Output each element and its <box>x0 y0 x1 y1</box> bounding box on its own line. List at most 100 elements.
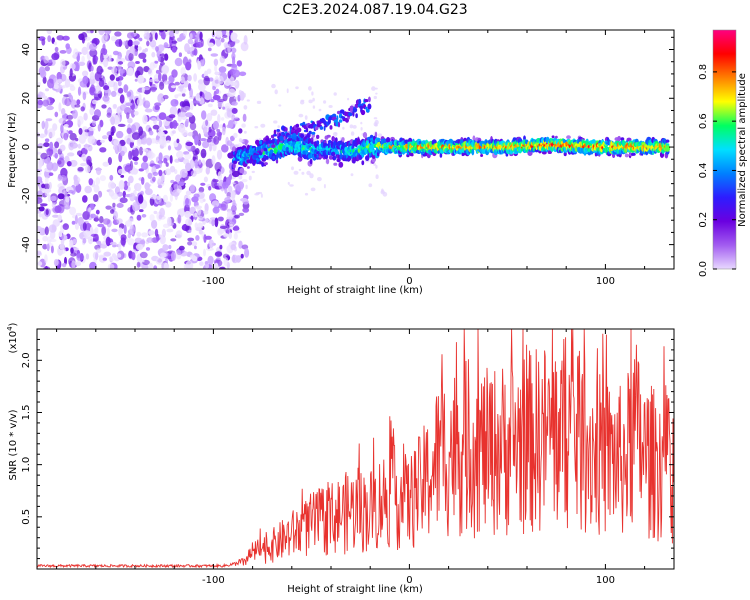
noise-blob <box>199 31 203 41</box>
branch-blob <box>279 135 284 141</box>
noise-blob <box>189 33 193 40</box>
noise-blob <box>224 187 228 194</box>
scatter-blob <box>306 170 311 176</box>
noise-blob <box>210 53 219 57</box>
noise-blob <box>163 80 169 85</box>
scatter-blob <box>274 89 278 95</box>
noise-blob <box>135 61 140 64</box>
scatter-blob <box>234 116 239 119</box>
noise-blob <box>156 195 161 200</box>
noise-blob <box>170 238 177 242</box>
noise-blob <box>43 266 51 269</box>
noise-blob <box>45 209 49 216</box>
noise-blob <box>147 150 154 160</box>
noise-blob <box>68 130 73 135</box>
signal-blob <box>239 167 245 174</box>
noise-blob <box>37 151 42 155</box>
noise-blob <box>235 255 242 263</box>
branch-blob <box>296 127 302 133</box>
noise-blob <box>203 75 210 86</box>
scatter-blob <box>310 187 316 192</box>
scatter-blob <box>350 131 355 136</box>
noise-blob <box>75 261 82 267</box>
noise-blob <box>117 123 126 127</box>
noise-blob <box>165 162 169 167</box>
noise-blob <box>203 248 206 257</box>
noise-blob <box>239 71 247 77</box>
noise-blob <box>82 222 87 231</box>
noise-blob <box>231 170 240 178</box>
noise-blob <box>234 214 240 219</box>
colorbar-axis: 0.0 0.2 0.4 0.6 0.8 <box>698 64 736 277</box>
noise-blob <box>87 127 96 132</box>
noise-blob <box>92 55 96 65</box>
noise-blob <box>44 254 48 264</box>
noise-blob <box>37 81 41 87</box>
noise-blob <box>40 133 47 138</box>
noise-blob <box>53 41 57 46</box>
noise-blob <box>217 114 221 124</box>
noise-blob <box>134 161 138 166</box>
branch-blob <box>367 103 372 110</box>
noise-blob <box>139 240 146 245</box>
noise-blob <box>157 55 161 62</box>
branch-blob <box>287 138 292 141</box>
noise-blob <box>110 209 115 214</box>
noise-blob <box>211 200 220 208</box>
noise-blob <box>76 253 84 261</box>
noise-blob <box>141 214 147 218</box>
noise-blob <box>147 69 153 76</box>
branch-blob <box>368 96 371 103</box>
noise-blob <box>203 126 208 135</box>
scatter-blob <box>260 123 266 128</box>
noise-blob <box>127 67 134 76</box>
x-tick-label: 0 <box>406 276 412 287</box>
noise-blob <box>163 42 169 49</box>
noise-blob <box>93 233 99 242</box>
noise-blob <box>54 141 60 149</box>
noise-blob <box>129 192 136 202</box>
noise-blob <box>190 100 194 111</box>
noise-blob <box>183 105 191 112</box>
branch-blob <box>284 127 288 132</box>
noise-blob <box>185 190 192 196</box>
noise-blob <box>142 148 149 152</box>
snr-multiplier-base: (x10 <box>8 331 19 354</box>
y-tick-label: 1.5 <box>21 405 32 421</box>
signal-blob <box>376 137 381 142</box>
noise-blob <box>113 139 120 147</box>
noise-blob <box>221 200 228 211</box>
snr-multiplier-close: ) <box>8 322 19 326</box>
noise-blob <box>95 177 101 185</box>
noise-blob <box>131 147 139 158</box>
noise-blob <box>159 61 165 66</box>
noise-blob <box>242 207 250 213</box>
noise-blob <box>200 148 207 159</box>
noise-blob <box>158 152 163 162</box>
noise-blob <box>191 241 198 247</box>
noise-blob <box>215 38 222 47</box>
noise-blob <box>123 224 127 234</box>
noise-blob <box>77 115 84 125</box>
noise-blob <box>113 210 118 220</box>
noise-blob <box>103 251 111 257</box>
noise-blob <box>231 107 238 114</box>
noise-blob <box>51 202 56 208</box>
noise-blob <box>84 36 91 41</box>
noise-blob <box>142 155 148 163</box>
signal-blob <box>665 139 670 143</box>
noise-blob <box>119 94 125 104</box>
noise-blob <box>126 91 132 97</box>
noise-blob <box>118 68 126 74</box>
noise-blob <box>103 85 110 91</box>
noise-blob <box>168 244 172 250</box>
noise-blob <box>208 186 212 191</box>
noise-blob <box>126 137 131 145</box>
scatter-blob <box>287 181 290 185</box>
colorbar-tick-label: 0.2 <box>698 212 709 228</box>
noise-blob <box>162 223 170 228</box>
noise-blob <box>242 113 247 122</box>
noise-blob <box>224 197 231 203</box>
x-tick-label: -100 <box>202 575 225 586</box>
noise-blob <box>146 137 153 146</box>
